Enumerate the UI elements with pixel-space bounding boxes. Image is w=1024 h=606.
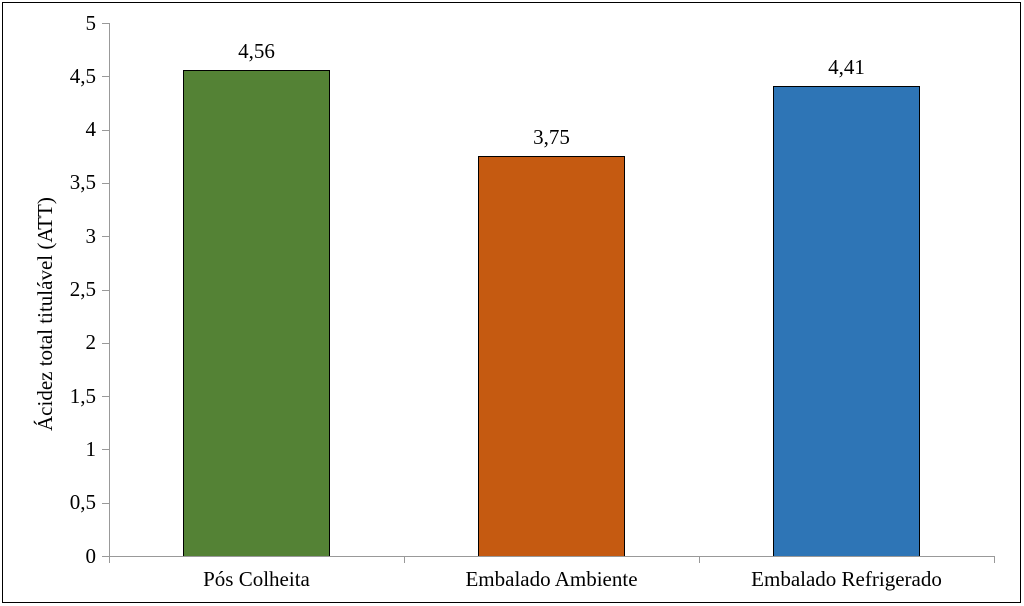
y-tick-mark (102, 130, 109, 131)
y-tick-label: 3 (3, 224, 96, 249)
y-tick-mark (102, 449, 109, 450)
y-tick-label: 1,5 (3, 384, 96, 409)
chart-frame: Ácidez total titulável (ATT) 00,511,522,… (2, 2, 1021, 603)
bar-value-label: 4,41 (787, 55, 907, 80)
y-tick-mark (102, 396, 109, 397)
y-tick-label: 4,5 (3, 64, 96, 89)
y-tick-mark (102, 236, 109, 237)
x-tick-mark (699, 556, 700, 563)
bar-value-label: 4,56 (197, 39, 317, 64)
y-tick-mark (102, 183, 109, 184)
y-tick-label: 1 (3, 437, 96, 462)
bar (773, 86, 921, 556)
y-tick-mark (102, 290, 109, 291)
y-tick-label: 0 (3, 544, 96, 569)
y-tick-mark (102, 23, 109, 24)
bar (478, 156, 626, 556)
x-tick-mark (994, 556, 995, 563)
bar (183, 70, 331, 556)
y-tick-label: 3,5 (3, 170, 96, 195)
y-axis-line (109, 23, 110, 556)
x-tick-mark (404, 556, 405, 563)
x-axis-line (109, 556, 994, 557)
y-tick-mark (102, 556, 109, 557)
bar-value-label: 3,75 (492, 125, 612, 150)
x-tick-mark (109, 556, 110, 563)
y-tick-label: 0,5 (3, 490, 96, 515)
x-tick-label: Pós Colheita (109, 567, 404, 592)
y-tick-label: 5 (3, 11, 96, 36)
x-tick-label: Embalado Refrigerado (699, 567, 994, 592)
y-tick-label: 2 (3, 330, 96, 355)
y-tick-mark (102, 503, 109, 504)
y-tick-mark (102, 343, 109, 344)
y-tick-mark (102, 76, 109, 77)
y-tick-label: 2,5 (3, 277, 96, 302)
x-tick-label: Embalado Ambiente (404, 567, 699, 592)
y-tick-label: 4 (3, 117, 96, 142)
